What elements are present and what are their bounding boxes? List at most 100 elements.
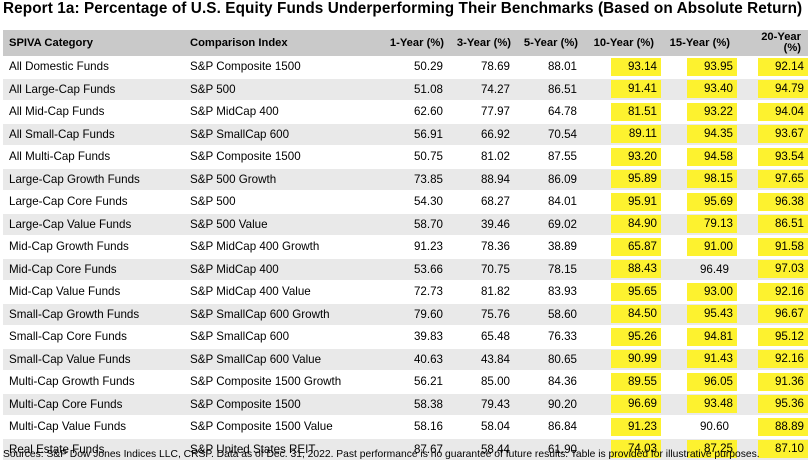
- cell-category: Mid-Cap Value Funds: [3, 280, 184, 304]
- table-row: Large-Cap Growth Funds S&P 500 Growth 73.8…: [3, 168, 808, 191]
- highlighted-value: 93.67: [758, 125, 808, 144]
- table-row: Small-Cap Core Funds S&P SmallCap 600 39.8…: [3, 325, 808, 349]
- cell-category: All Large-Cap Funds: [3, 78, 184, 101]
- cell-y3: 79.43: [451, 393, 518, 416]
- cell-y5: 86.09: [518, 168, 585, 191]
- highlighted-value: 65.87: [611, 237, 661, 256]
- header-15-year: 15-Year (%): [661, 30, 737, 56]
- cell-index: S&P United States REIT: [184, 438, 384, 461]
- highlighted-value: 96.67: [758, 305, 808, 324]
- cell-y1: 50.29: [384, 56, 451, 79]
- highlighted-value: 92.14: [758, 57, 808, 76]
- cell-y20-highlighted: 96.38: [737, 190, 808, 214]
- cell-y1: 87.67: [384, 438, 451, 461]
- cell-y15-highlighted: 91.00: [661, 235, 737, 259]
- cell-y1: 50.75: [384, 145, 451, 169]
- cell-y5: 87.55: [518, 145, 585, 169]
- cell-y3: 58.44: [451, 438, 518, 461]
- cell-y10-highlighted: 95.65: [585, 280, 661, 304]
- highlighted-value: 90.99: [611, 350, 661, 369]
- cell-y5: 58.60: [518, 303, 585, 326]
- cell-y20-highlighted: 91.58: [737, 235, 808, 259]
- cell-y20-highlighted: 92.16: [737, 348, 808, 371]
- cell-category: Multi-Cap Growth Funds: [3, 370, 184, 394]
- highlighted-value: 91.41: [611, 80, 661, 99]
- cell-category: Mid-Cap Core Funds: [3, 258, 184, 281]
- table-body: All Domestic Funds S&P Composite 1500 50.2…: [3, 56, 808, 461]
- cell-category: Small-Cap Core Funds: [3, 325, 184, 349]
- header-20-year: 20-Year (%): [737, 30, 808, 56]
- cell-y10-highlighted: 95.89: [585, 168, 661, 191]
- cell-y10-highlighted: 95.26: [585, 325, 661, 349]
- highlighted-value: 92.16: [758, 282, 808, 301]
- header-10-year: 10-Year (%): [585, 30, 661, 56]
- highlighted-value: 81.51: [611, 102, 661, 121]
- table-row: Mid-Cap Growth Funds S&P MidCap 400 Growt…: [3, 235, 808, 259]
- cell-y3: 88.94: [451, 168, 518, 191]
- highlighted-value: 93.48: [687, 395, 737, 414]
- highlighted-value: 91.58: [758, 237, 808, 256]
- spiva-table: SPIVA Category Comparison Index 1-Year (…: [3, 30, 808, 461]
- highlighted-value: 96.38: [758, 192, 808, 211]
- cell-y3: 74.27: [451, 78, 518, 101]
- highlighted-value: 93.00: [687, 282, 737, 301]
- cell-y20-highlighted: 94.04: [737, 100, 808, 124]
- cell-y10-highlighted: 88.43: [585, 258, 661, 281]
- cell-y15-highlighted: 93.00: [661, 280, 737, 304]
- cell-y3: 70.75: [451, 258, 518, 281]
- table-row: Large-Cap Value Funds S&P 500 Value 58.70 3…: [3, 213, 808, 236]
- highlighted-value: 92.16: [758, 350, 808, 369]
- cell-y15-highlighted: 91.43: [661, 348, 737, 371]
- table-row: All Multi-Cap Funds S&P Composite 1500 50.…: [3, 145, 808, 169]
- cell-y1: 72.73: [384, 280, 451, 304]
- highlighted-value: 95.26: [611, 327, 661, 346]
- cell-index: S&P SmallCap 600 Growth: [184, 303, 384, 326]
- cell-category: All Small-Cap Funds: [3, 123, 184, 146]
- cell-y5: 88.01: [518, 56, 585, 79]
- cell-y3: 75.76: [451, 303, 518, 326]
- cell-y15-highlighted: 93.22: [661, 100, 737, 124]
- highlighted-value: 93.40: [687, 80, 737, 99]
- cell-y3: 66.92: [451, 123, 518, 146]
- highlighted-value: 95.36: [758, 395, 808, 414]
- highlighted-value: 86.51: [758, 215, 808, 234]
- cell-y1: 91.23: [384, 235, 451, 259]
- highlighted-value: 87.25: [687, 440, 737, 459]
- highlighted-value: 93.20: [611, 147, 661, 166]
- cell-y15-highlighted: 94.81: [661, 325, 737, 349]
- cell-category: Multi-Cap Core Funds: [3, 393, 184, 416]
- cell-y3: 78.36: [451, 235, 518, 259]
- cell-category: Small-Cap Value Funds: [3, 348, 184, 371]
- table-row: Small-Cap Value Funds S&P SmallCap 600 Va…: [3, 348, 808, 371]
- highlighted-value: 93.22: [687, 102, 737, 121]
- cell-y3: 65.48: [451, 325, 518, 349]
- highlighted-value: 95.43: [687, 305, 737, 324]
- highlighted-value: 95.89: [611, 170, 661, 189]
- cell-y20-highlighted: 95.36: [737, 393, 808, 416]
- cell-index: S&P Composite 1500: [184, 56, 384, 79]
- header-category: SPIVA Category: [3, 30, 184, 56]
- cell-y3: 43.84: [451, 348, 518, 371]
- table-row: Large-Cap Core Funds S&P 500 54.30 68.27 84.…: [3, 190, 808, 214]
- highlighted-value: 87.10: [758, 440, 808, 459]
- highlighted-value: 91.36: [758, 372, 808, 391]
- cell-category: Large-Cap Value Funds: [3, 213, 184, 236]
- cell-index: S&P MidCap 400 Growth: [184, 235, 384, 259]
- highlighted-value: 93.14: [611, 57, 661, 76]
- cell-y1: 73.85: [384, 168, 451, 191]
- cell-y20-highlighted: 87.10: [737, 438, 808, 461]
- cell-y3: 81.02: [451, 145, 518, 169]
- header-1-year: 1-Year (%): [384, 30, 451, 56]
- cell-y15-highlighted: 95.43: [661, 303, 737, 326]
- cell-y10-highlighted: 89.55: [585, 370, 661, 394]
- cell-category: All Multi-Cap Funds: [3, 145, 184, 169]
- highlighted-value: 91.00: [687, 237, 737, 256]
- table-row: Multi-Cap Value Funds S&P Composite 1500 …: [3, 415, 808, 439]
- cell-y10-highlighted: 84.50: [585, 303, 661, 326]
- cell-y20-highlighted: 93.67: [737, 123, 808, 146]
- table-row: All Domestic Funds S&P Composite 1500 50.2…: [3, 56, 808, 79]
- cell-index: S&P Composite 1500: [184, 145, 384, 169]
- cell-y5: 78.15: [518, 258, 585, 281]
- cell-category: Real Estate Funds: [3, 438, 184, 461]
- cell-y1: 39.83: [384, 325, 451, 349]
